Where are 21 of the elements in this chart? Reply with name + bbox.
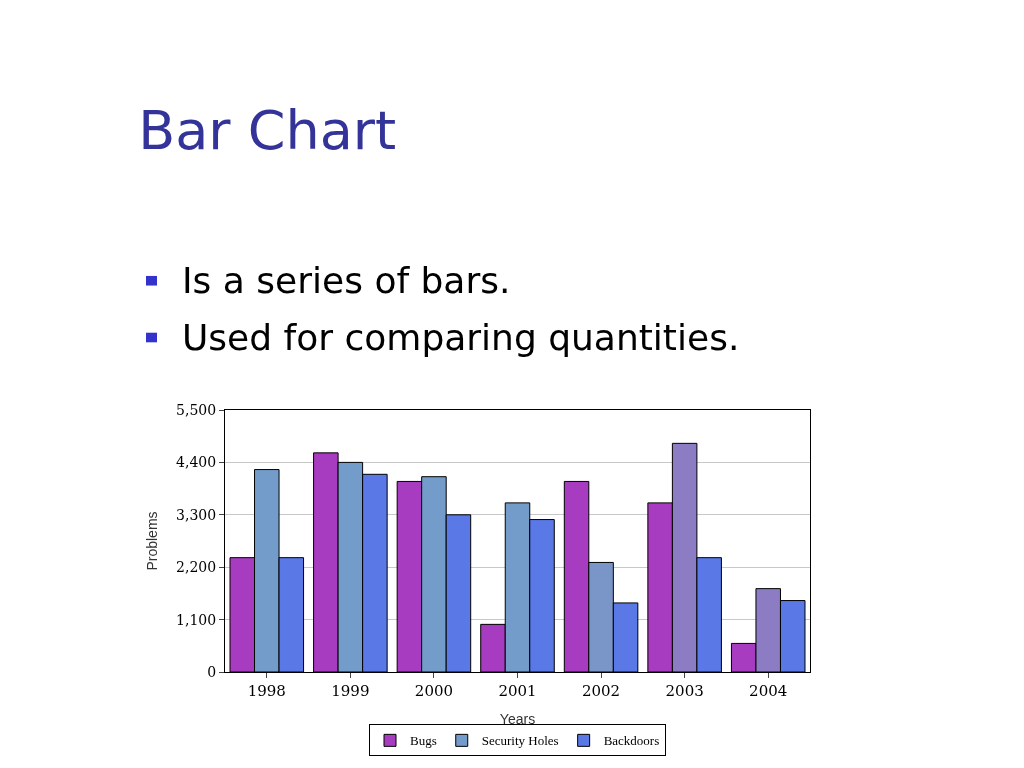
y-tick-label: 4,400 (176, 454, 217, 471)
y-tick-label: 5,500 (176, 401, 217, 418)
x-tick-label: 2000 (414, 682, 454, 700)
y-tick-label: 0 (207, 663, 217, 680)
text: Is a series of bars. (182, 260, 511, 301)
y-tick-label: 1,100 (176, 611, 217, 628)
y-axis-title: Problems (143, 511, 160, 571)
legend-label: Backdoors (603, 733, 660, 749)
x-axis-title: Years (499, 711, 536, 728)
y-tick-label: 2,200 (176, 559, 217, 576)
x-tick-label: 2002 (581, 682, 621, 700)
x-tick-label: 2001 (498, 682, 537, 700)
text: Used for comparing quantities. (182, 317, 740, 358)
legend-label: Security Holes (481, 733, 559, 749)
x-tick-label: 1999 (331, 682, 370, 700)
chart-title: Bar Chart (138, 99, 397, 163)
x-tick-label: 2004 (749, 682, 788, 700)
x-tick-label: 1998 (247, 682, 286, 700)
legend-label: Bugs (410, 733, 437, 749)
y-tick-label: 3,300 (176, 506, 217, 523)
x-tick-label: 2003 (665, 682, 704, 700)
